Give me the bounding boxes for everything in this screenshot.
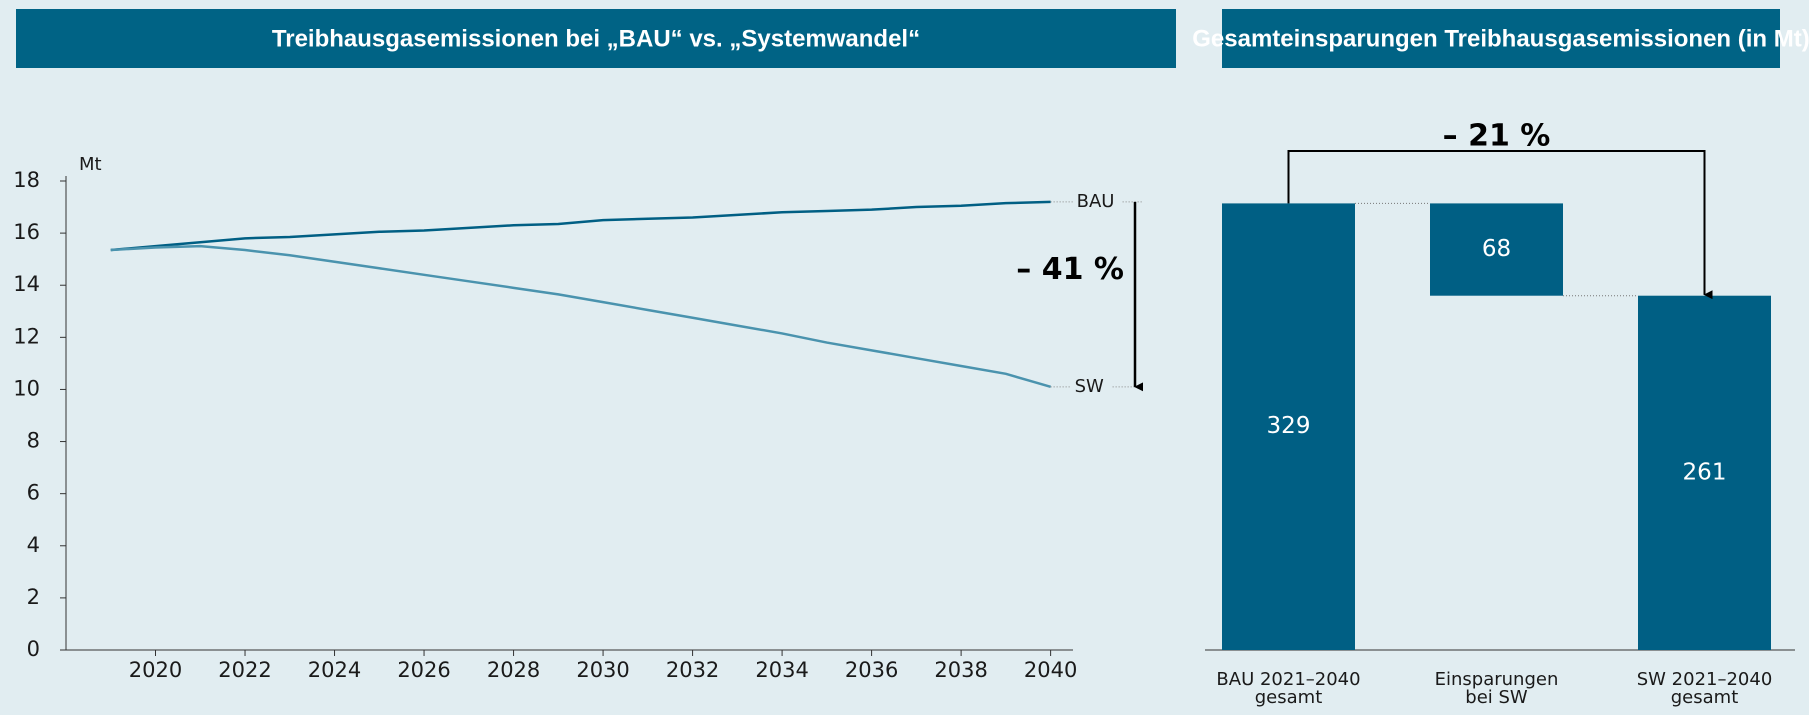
x-tick-label: 2026 bbox=[397, 658, 450, 682]
x-tick-label: 2036 bbox=[845, 658, 898, 682]
y-tick-label: 6 bbox=[27, 481, 40, 505]
y-tick-label: 2 bbox=[27, 585, 40, 609]
category-label: BAU 2021–2040 bbox=[1216, 669, 1360, 690]
y-tick-label: 16 bbox=[13, 220, 40, 244]
x-tick-label: 2028 bbox=[487, 658, 540, 682]
header-bar bbox=[1222, 9, 1780, 68]
y-axis-label: Mt bbox=[79, 154, 102, 175]
annotation: – 21 % bbox=[1443, 119, 1551, 154]
series-label: SW bbox=[1075, 376, 1104, 397]
x-tick-label: 2034 bbox=[755, 658, 808, 682]
y-tick-label: 10 bbox=[13, 376, 40, 400]
x-tick-label: 2032 bbox=[666, 658, 719, 682]
x-tick-label: 2024 bbox=[308, 658, 361, 682]
category-label: SW 2021–2040 bbox=[1637, 669, 1773, 690]
line-series bbox=[110, 200, 1051, 252]
category-label: gesamt bbox=[1671, 687, 1739, 708]
category-label: gesamt bbox=[1255, 687, 1323, 708]
chart-title: Treibhausgasemissionen bei „BAU“ vs. „Sy… bbox=[272, 25, 920, 52]
category-label: bei SW bbox=[1465, 687, 1528, 708]
bar bbox=[1222, 203, 1355, 650]
x-tick-label: 2038 bbox=[934, 658, 987, 682]
x-tick-label: 2040 bbox=[1024, 658, 1077, 682]
y-tick-label: 0 bbox=[27, 637, 40, 661]
bar-label: 261 bbox=[1683, 459, 1727, 485]
bar bbox=[1638, 295, 1771, 650]
y-tick-label: 4 bbox=[27, 533, 40, 557]
header-bar bbox=[16, 9, 1176, 68]
bar-label: 68 bbox=[1482, 236, 1511, 262]
y-tick-label: 12 bbox=[13, 324, 40, 348]
bar-label: 329 bbox=[1267, 413, 1311, 439]
y-tick-label: 14 bbox=[13, 272, 40, 296]
x-tick-label: 2022 bbox=[218, 658, 271, 682]
y-tick-label: 18 bbox=[13, 168, 40, 192]
line-series bbox=[110, 244, 1051, 389]
y-tick-label: 8 bbox=[27, 429, 40, 453]
x-tick-label: 2020 bbox=[129, 658, 182, 682]
bar bbox=[1430, 203, 1563, 296]
x-tick-label: 2030 bbox=[576, 658, 629, 682]
bracket bbox=[1287, 150, 1713, 300]
chart-title: Gesamteinsparungen Treibhausgasemissione… bbox=[1192, 25, 1809, 52]
annotation: – 41 % bbox=[1016, 252, 1124, 287]
category-label: Einsparungen bbox=[1435, 669, 1559, 690]
series-label: BAU bbox=[1077, 191, 1115, 212]
